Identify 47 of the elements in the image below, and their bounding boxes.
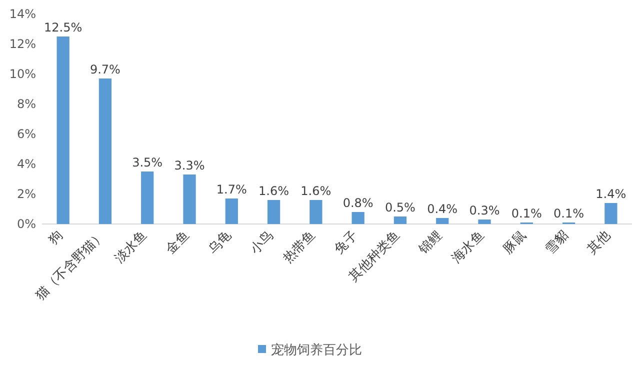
data-label: 0.5% [384,200,416,214]
bar [183,174,196,224]
x-tick-label: 其他 [584,228,614,258]
y-tick-label: 2% [16,187,36,201]
bar [436,218,449,224]
data-label: 0.8% [342,196,374,210]
bar [310,200,322,224]
data-label: 12.5% [44,20,82,34]
bar [478,220,491,224]
bar [604,203,618,224]
x-tick-label: 豚鼠 [500,228,530,258]
bar [98,78,112,224]
y-tick-label: 14% [9,7,36,21]
x-tick-label: 热带鱼 [280,228,319,266]
y-tick-label: 12% [9,37,36,51]
y-tick-label: 10% [9,67,36,81]
x-tick-label: 狗 [46,228,66,248]
data-label: 1.6% [258,184,290,198]
y-tick-label: 8% [16,97,36,111]
data-label: 1.6% [300,184,332,198]
data-label: 3.3% [174,158,205,172]
data-label: 0.1% [511,206,542,220]
bar [225,198,238,224]
x-tick-label: 锦鲤 [415,228,446,258]
data-label: 0.3% [469,204,500,218]
bar [352,212,364,224]
y-tick-label: 4% [16,157,36,171]
legend-label: 宠物饲养百分比 [271,342,362,358]
bar [141,172,154,224]
y-tick-label: 6% [16,127,36,141]
x-tick-label: 小鸟 [248,228,277,258]
data-label: 0.4% [427,202,458,216]
data-label: 3.5% [132,156,163,170]
x-tick-label: 金鱼 [163,228,192,258]
data-label: 9.7% [90,62,120,76]
x-tick-label: 乌龟 [205,228,234,258]
x-tick-label: 兔子 [332,228,361,258]
x-tick-label: 雪貂 [542,228,572,258]
bar [56,36,70,224]
data-label: 1.4% [596,187,626,201]
x-tick-label: 海水鱼 [449,228,488,266]
data-label: 1.7% [216,182,247,196]
bar [267,200,280,224]
data-label: 0.1% [554,206,584,220]
bar [394,216,407,224]
y-tick-label: 0% [16,217,36,231]
x-tick-label: 淡水鱼 [112,228,150,266]
